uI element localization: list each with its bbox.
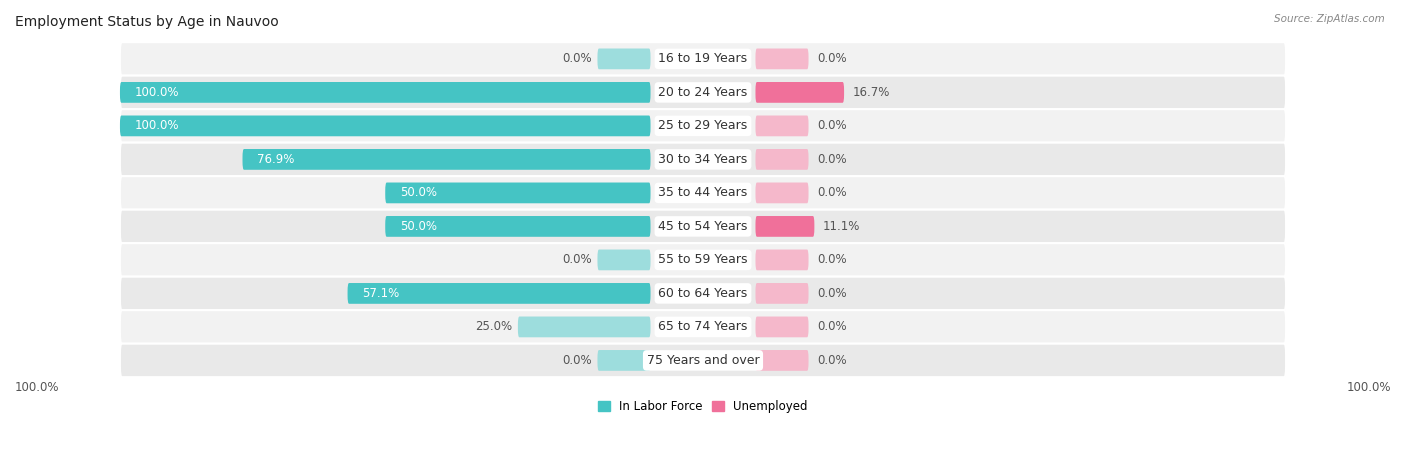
FancyBboxPatch shape <box>120 344 1286 377</box>
Text: 16 to 19 Years: 16 to 19 Years <box>658 52 748 65</box>
FancyBboxPatch shape <box>385 216 651 237</box>
Text: 0.0%: 0.0% <box>562 253 592 267</box>
FancyBboxPatch shape <box>755 49 808 69</box>
Text: 100.0%: 100.0% <box>1347 381 1391 394</box>
Text: 25.0%: 25.0% <box>475 320 512 333</box>
Text: Employment Status by Age in Nauvoo: Employment Status by Age in Nauvoo <box>15 15 278 29</box>
FancyBboxPatch shape <box>517 317 651 337</box>
FancyBboxPatch shape <box>598 350 651 371</box>
Text: 0.0%: 0.0% <box>817 287 846 300</box>
FancyBboxPatch shape <box>385 183 651 203</box>
Text: 65 to 74 Years: 65 to 74 Years <box>658 320 748 333</box>
FancyBboxPatch shape <box>120 82 651 103</box>
Text: 30 to 34 Years: 30 to 34 Years <box>658 153 748 166</box>
Text: 0.0%: 0.0% <box>562 354 592 367</box>
Text: 0.0%: 0.0% <box>817 354 846 367</box>
Text: 11.1%: 11.1% <box>823 220 860 233</box>
FancyBboxPatch shape <box>755 216 814 237</box>
FancyBboxPatch shape <box>120 243 1286 276</box>
FancyBboxPatch shape <box>755 115 808 136</box>
Text: 60 to 64 Years: 60 to 64 Years <box>658 287 748 300</box>
FancyBboxPatch shape <box>755 82 844 103</box>
Text: 35 to 44 Years: 35 to 44 Years <box>658 186 748 199</box>
FancyBboxPatch shape <box>120 76 1286 109</box>
Text: 55 to 59 Years: 55 to 59 Years <box>658 253 748 267</box>
FancyBboxPatch shape <box>120 310 1286 344</box>
Text: 50.0%: 50.0% <box>399 186 437 199</box>
Text: 100.0%: 100.0% <box>15 381 59 394</box>
Text: 0.0%: 0.0% <box>817 253 846 267</box>
FancyBboxPatch shape <box>120 143 1286 176</box>
Text: 76.9%: 76.9% <box>257 153 294 166</box>
FancyBboxPatch shape <box>120 109 1286 143</box>
FancyBboxPatch shape <box>755 149 808 170</box>
Text: 75 Years and over: 75 Years and over <box>647 354 759 367</box>
Text: 45 to 54 Years: 45 to 54 Years <box>658 220 748 233</box>
FancyBboxPatch shape <box>120 176 1286 210</box>
Text: 100.0%: 100.0% <box>135 120 179 133</box>
FancyBboxPatch shape <box>755 317 808 337</box>
Text: 0.0%: 0.0% <box>562 52 592 65</box>
Text: 20 to 24 Years: 20 to 24 Years <box>658 86 748 99</box>
FancyBboxPatch shape <box>120 115 651 136</box>
Text: 0.0%: 0.0% <box>817 52 846 65</box>
FancyBboxPatch shape <box>120 276 1286 310</box>
Text: 50.0%: 50.0% <box>399 220 437 233</box>
Legend: In Labor Force, Unemployed: In Labor Force, Unemployed <box>593 395 813 418</box>
FancyBboxPatch shape <box>347 283 651 304</box>
FancyBboxPatch shape <box>120 42 1286 76</box>
FancyBboxPatch shape <box>755 350 808 371</box>
FancyBboxPatch shape <box>242 149 651 170</box>
FancyBboxPatch shape <box>755 283 808 304</box>
Text: 0.0%: 0.0% <box>817 153 846 166</box>
Text: 0.0%: 0.0% <box>817 120 846 133</box>
Text: 16.7%: 16.7% <box>853 86 890 99</box>
Text: Source: ZipAtlas.com: Source: ZipAtlas.com <box>1274 14 1385 23</box>
FancyBboxPatch shape <box>120 210 1286 243</box>
FancyBboxPatch shape <box>755 183 808 203</box>
Text: 100.0%: 100.0% <box>135 86 179 99</box>
Text: 0.0%: 0.0% <box>817 320 846 333</box>
Text: 57.1%: 57.1% <box>363 287 399 300</box>
FancyBboxPatch shape <box>598 249 651 270</box>
Text: 25 to 29 Years: 25 to 29 Years <box>658 120 748 133</box>
Text: 0.0%: 0.0% <box>817 186 846 199</box>
FancyBboxPatch shape <box>598 49 651 69</box>
FancyBboxPatch shape <box>755 249 808 270</box>
